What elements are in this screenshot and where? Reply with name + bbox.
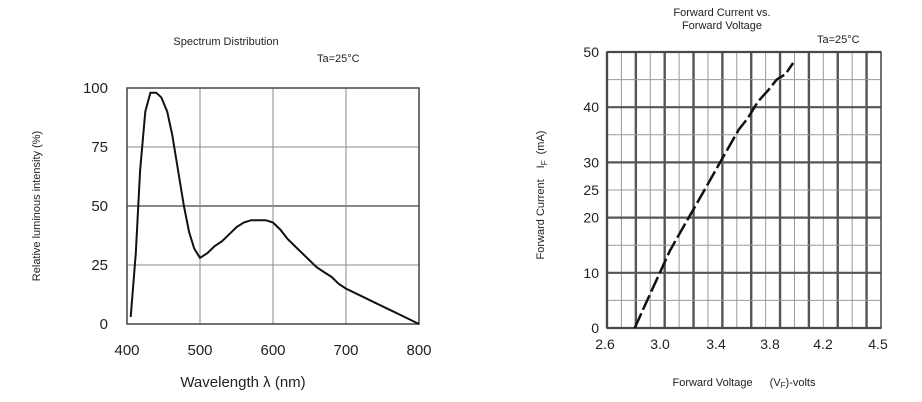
iv-y-tick-label: 30 [583,154,599,170]
iv-plot-frame [606,51,882,329]
iv-x-tick-label: 2.6 [595,336,615,352]
iv-x-tick-label: 4.5 [868,336,888,352]
spectrum-x-ticks: 400 500 600 700 800 [114,342,431,359]
spectrum-x-tick-label: 800 [406,342,431,359]
spectrum-y-tick-label: 75 [91,139,108,156]
iv-series-line [633,62,795,329]
iv-title-line1: Forward Current vs. [673,7,770,19]
iv-y-tick-label: 40 [583,99,599,115]
iv-title-line2: Forward Voltage [682,20,762,32]
iv-x-label: Forward Voltage [672,377,752,389]
spectrum-x-tick-label: 400 [114,342,139,359]
spectrum-x-tick-label: 700 [333,342,358,359]
iv-y-label-sym: I [535,165,547,168]
iv-x-label-group: Forward Voltage (VF)-volts [672,377,816,390]
iv-x-tick-label: 3.4 [706,336,726,352]
iv-x-tick-label: 3.8 [760,336,780,352]
iv-y-label-unit: (mA) [535,131,547,155]
iv-x-ticks: 2.6 3.0 3.4 3.8 4.2 4.5 [595,336,888,352]
iv-y-tick-label: 50 [583,44,599,60]
iv-y-tick-label: 10 [583,265,599,281]
spectrum-y-ticks: 0 25 50 75 100 [83,80,108,333]
spectrum-y-tick-label: 50 [91,198,108,215]
iv-x-label-tail: )-volts [786,377,816,389]
iv-y-label: Forward Current [535,179,547,259]
iv-chart: Forward Current vs. Forward Voltage Ta=2… [535,7,888,390]
spectrum-title: Spectrum Distribution [173,36,278,48]
spectrum-grid [126,87,420,325]
iv-x-label-sub: F [781,381,786,390]
iv-grid [605,50,882,330]
iv-x-tick-label: 3.0 [650,336,670,352]
iv-note: Ta=25°C [817,34,860,46]
iv-y-tick-label: 20 [583,210,599,226]
spectrum-plot-frame [126,87,420,325]
spectrum-y-tick-label: 100 [83,80,108,97]
iv-y-tick-label: 25 [583,182,599,198]
spectrum-chart: Spectrum Distribution Ta=25°C 0 25 50 75 100… [31,36,432,391]
iv-y-ticks: 0 10 20 25 30 40 50 [583,44,599,336]
iv-x-label-unit: (V [770,377,782,389]
spectrum-series-line [129,91,420,325]
spectrum-x-label: Wavelength λ (nm) [180,374,305,391]
spectrum-y-tick-label: 25 [91,257,108,274]
spectrum-x-tick-label: 600 [260,342,285,359]
iv-y-tick-label: 0 [591,320,599,336]
spectrum-note: Ta=25°C [317,53,360,65]
iv-y-label-group: Forward Current IF (mA) [535,131,549,260]
spectrum-x-tick-label: 500 [187,342,212,359]
spectrum-y-tick-label: 0 [100,316,108,333]
iv-x-tick-label: 4.2 [813,336,833,352]
iv-y-label-sub: F [540,160,549,165]
spectrum-y-label: Relative luminous intensity (%) [31,131,43,281]
